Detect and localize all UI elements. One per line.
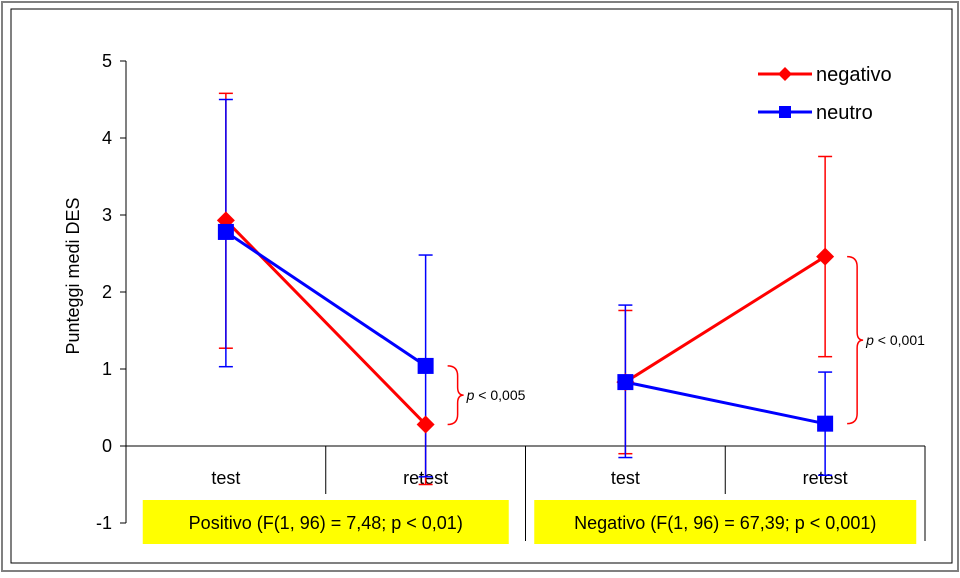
y-tick-label: 4 xyxy=(102,128,112,148)
y-tick-label: 0 xyxy=(102,436,112,456)
markers xyxy=(216,211,835,434)
series-lines xyxy=(224,219,826,426)
point-negativo xyxy=(816,247,835,266)
y-tick-label: 3 xyxy=(102,205,112,225)
group-label: Negativo (F(1, 96) = 67,39; p < 0,001) xyxy=(574,513,876,533)
point-negativo xyxy=(416,415,435,434)
group-label-box xyxy=(534,500,917,544)
series-line-neutro xyxy=(225,230,427,368)
p-symbol: p xyxy=(865,332,874,348)
x-tick-label: retest xyxy=(803,468,848,488)
y-tick-label: 2 xyxy=(102,282,112,302)
legend: negativo neutro xyxy=(758,64,892,124)
point-neutro xyxy=(217,223,234,240)
p-symbol: p xyxy=(466,387,475,403)
p-value: < 0,001 xyxy=(874,332,925,348)
legend-label-neutro: neutro xyxy=(816,102,873,124)
legend-marker-neutro xyxy=(779,106,791,118)
significance-label: p < 0,001 xyxy=(865,332,925,348)
inner-border xyxy=(10,8,953,564)
point-neutro xyxy=(617,374,634,391)
x-tick-label: test xyxy=(211,468,240,488)
x-tick-label: test xyxy=(611,468,640,488)
significance-bracket xyxy=(447,365,464,426)
y-axis-title: Punteggi medi DES xyxy=(63,197,83,354)
p-value: < 0,005 xyxy=(474,387,525,403)
point-neutro xyxy=(817,415,834,432)
group-label-box xyxy=(142,500,509,544)
y-tick-label: 1 xyxy=(102,359,112,379)
series-line-negativo xyxy=(624,255,826,384)
significance-label: p < 0,005 xyxy=(466,387,526,403)
series-line-neutro xyxy=(625,380,826,426)
significance-bracket xyxy=(847,255,864,425)
group-label: Positivo (F(1, 96) = 7,48; p < 0,01) xyxy=(189,513,463,533)
y-tick-label: 5 xyxy=(102,51,112,71)
point-neutro xyxy=(417,357,434,374)
legend-marker-negativo xyxy=(778,67,792,81)
group-labels: Positivo (F(1, 96) = 7,48; p < 0,01) Nega… xyxy=(142,500,917,544)
legend-label-negativo: negativo xyxy=(816,64,892,86)
y-tick-label: -1 xyxy=(96,513,112,533)
